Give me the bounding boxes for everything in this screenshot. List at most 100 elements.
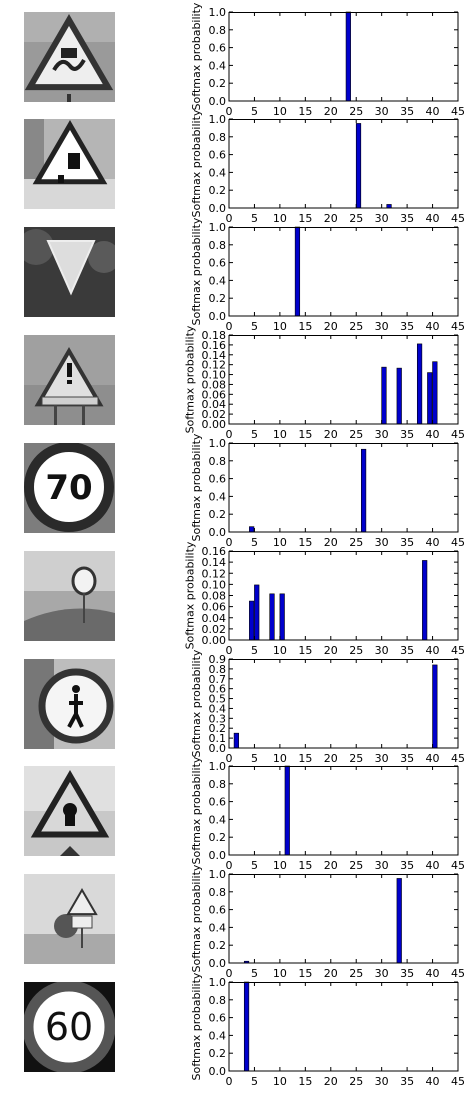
x-tick-label: 25 bbox=[349, 212, 363, 225]
x-tick-label: 25 bbox=[349, 644, 363, 657]
y-tick-label: 0.6 bbox=[209, 473, 227, 486]
softmax-bar-chart: 0 5 10 15 20 25 30 35 40 45 0.0 0.2 0.4 0.6 0.8 1.0 Soft… bbox=[190, 433, 465, 549]
road-work-sign-icon bbox=[24, 119, 115, 209]
y-axis-label: Softmax probability bbox=[190, 217, 203, 325]
y-tick-label: 0.8 bbox=[209, 778, 227, 791]
speed-limit-60-sign-icon: 60 bbox=[24, 982, 115, 1072]
x-tick-label: 5 bbox=[251, 105, 258, 118]
x-tick-label: 45 bbox=[451, 105, 465, 118]
y-axis-label: Softmax probability bbox=[190, 2, 203, 110]
softmax-bar-chart: 0 5 10 15 20 25 30 35 40 45 0.0 0.2 0.4 0.6 0.8 1.0 Soft… bbox=[190, 756, 465, 872]
y-tick-label: 0.18 bbox=[202, 329, 227, 342]
y-tick-label: 0.2 bbox=[209, 184, 227, 197]
x-tick-label: 30 bbox=[375, 428, 389, 441]
prediction-row: 0 5 10 15 20 25 30 35 40 45 0.00 0.02 0.04 0.06 0.08 0.… bbox=[0, 541, 470, 661]
softmax-bar-chart: 0 5 10 15 20 25 30 35 40 45 0.0 0.2 0.4 0.6 0.8 1.0 Soft… bbox=[190, 864, 465, 980]
y-tick-label: 0.6 bbox=[209, 1012, 227, 1025]
x-tick-label: 30 bbox=[375, 644, 389, 657]
y-tick-label: 0.8 bbox=[209, 663, 227, 676]
x-tick-label: 25 bbox=[349, 859, 363, 872]
x-tick-label: 45 bbox=[451, 644, 465, 657]
sign-thumbnail bbox=[24, 119, 115, 209]
prediction-row: 0 5 10 15 20 25 30 35 40 45 0.0 0.2 0.4 0.6 0.8 1.0 Soft… bbox=[0, 109, 470, 229]
x-tick-label: 45 bbox=[451, 859, 465, 872]
y-tick-label: 0.4 bbox=[209, 166, 227, 179]
x-tick-label: 30 bbox=[375, 752, 389, 765]
y-tick-label: 0.10 bbox=[202, 578, 227, 591]
x-tick-label: 0 bbox=[226, 320, 233, 333]
y-tick-label: 0.6 bbox=[209, 904, 227, 917]
x-tick-label: 0 bbox=[226, 1075, 233, 1088]
x-tick-label: 0 bbox=[226, 859, 233, 872]
x-tick-label: 35 bbox=[400, 967, 414, 980]
x-tick-label: 30 bbox=[375, 1075, 389, 1088]
x-tick-label: 30 bbox=[375, 536, 389, 549]
y-tick-label: 0.14 bbox=[202, 349, 227, 362]
x-tick-label: 25 bbox=[349, 320, 363, 333]
x-tick-label: 35 bbox=[400, 752, 414, 765]
chart-bar bbox=[243, 981, 250, 1072]
sign-thumbnail bbox=[24, 551, 115, 641]
x-tick-label: 15 bbox=[298, 644, 312, 657]
chart-bar bbox=[381, 366, 387, 425]
x-tick-label: 10 bbox=[273, 105, 287, 118]
y-axis-label: Softmax probability bbox=[190, 864, 203, 972]
x-tick-label: 5 bbox=[251, 536, 258, 549]
warning-sign-with-plate-icon bbox=[24, 888, 115, 964]
x-tick-label: 25 bbox=[349, 428, 363, 441]
x-tick-label: 15 bbox=[298, 859, 312, 872]
plot-frame bbox=[228, 335, 459, 425]
y-tick-label: 0.8 bbox=[209, 239, 227, 252]
y-tick-label: 1.0 bbox=[209, 760, 227, 773]
x-tick-label: 30 bbox=[375, 105, 389, 118]
y-tick-label: 0.2 bbox=[209, 77, 227, 90]
softmax-bar-chart: 0 5 10 15 20 25 30 35 40 45 0.0 0.2 0.4 0.6 0.8 1.0 Soft… bbox=[190, 972, 465, 1088]
x-tick-label: 20 bbox=[324, 536, 338, 549]
y-axis-label: Softmax probability bbox=[190, 109, 203, 217]
x-tick-label: 40 bbox=[426, 967, 440, 980]
chart-bar bbox=[361, 448, 367, 533]
y-tick-label: 0.0 bbox=[209, 95, 227, 108]
x-tick-label: 10 bbox=[273, 1075, 287, 1088]
y-tick-label: 0.7 bbox=[209, 673, 227, 686]
x-tick-label: 30 bbox=[375, 320, 389, 333]
sign-number-text: 60 bbox=[45, 1005, 93, 1049]
x-tick-label: 0 bbox=[226, 105, 233, 118]
y-tick-label: 0.16 bbox=[202, 339, 227, 352]
chart-bar bbox=[396, 367, 402, 425]
y-tick-label: 0.2 bbox=[209, 939, 227, 952]
chart-bar bbox=[233, 732, 239, 749]
x-tick-label: 10 bbox=[273, 967, 287, 980]
x-tick-label: 25 bbox=[349, 752, 363, 765]
y-tick-label: 0.06 bbox=[202, 601, 227, 614]
x-tick-label: 10 bbox=[273, 536, 287, 549]
x-tick-label: 25 bbox=[349, 105, 363, 118]
y-tick-label: 0.6 bbox=[209, 149, 227, 162]
y-tick-label: 0.00 bbox=[202, 418, 227, 431]
x-tick-label: 5 bbox=[251, 752, 258, 765]
x-tick-label: 5 bbox=[251, 212, 258, 225]
softmax-bar-chart: 0 5 10 15 20 25 30 35 40 450.000.020.040.060.080.… bbox=[183, 541, 465, 657]
chart-bar bbox=[279, 593, 285, 641]
chart-bar bbox=[386, 204, 392, 209]
x-tick-label: 10 bbox=[273, 644, 287, 657]
chart-bar bbox=[269, 593, 275, 641]
chart-bar bbox=[254, 584, 260, 641]
y-tick-label: 0.0 bbox=[209, 310, 227, 323]
y-tick-label: 0.16 bbox=[202, 545, 227, 558]
x-tick-label: 20 bbox=[324, 1075, 338, 1088]
y-tick-label: 0.06 bbox=[202, 388, 227, 401]
y-tick-label: 0.8 bbox=[209, 994, 227, 1007]
x-tick-label: 40 bbox=[426, 1075, 440, 1088]
chart-bar bbox=[422, 560, 428, 641]
y-tick-label: 0.3 bbox=[209, 712, 227, 725]
x-tick-label: 10 bbox=[273, 212, 287, 225]
general-caution-sign-icon bbox=[24, 335, 115, 425]
y-tick-label: 0.02 bbox=[202, 623, 227, 636]
chart-bar bbox=[396, 878, 402, 964]
plot-frame bbox=[228, 874, 459, 964]
y-tick-label: 0.5 bbox=[209, 693, 227, 706]
plot-frame bbox=[228, 227, 459, 317]
sign-thumbnail bbox=[24, 227, 115, 317]
x-tick-label: 45 bbox=[451, 536, 465, 549]
